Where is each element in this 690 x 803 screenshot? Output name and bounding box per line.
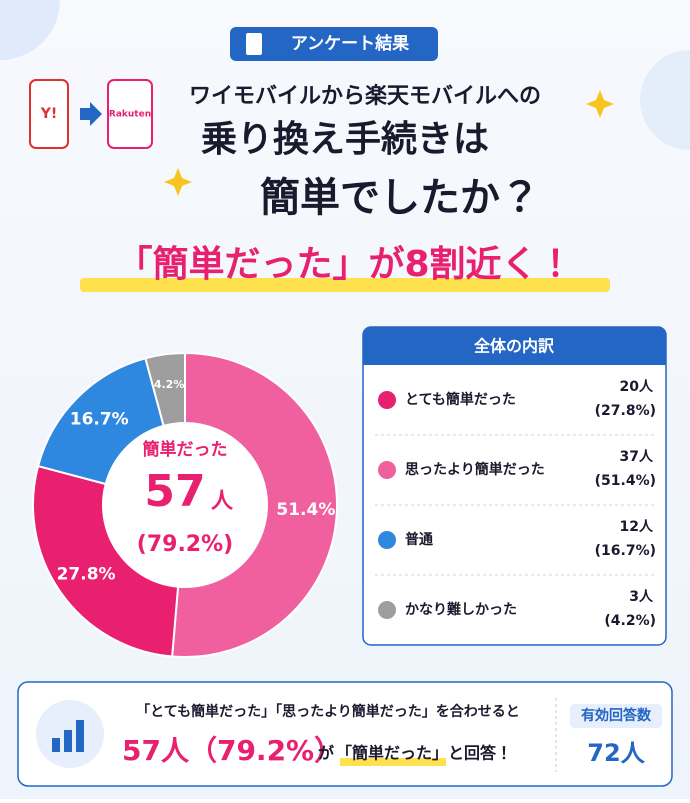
- slice-label: 4.2%: [154, 378, 185, 391]
- row-percent: (4.2%): [604, 613, 656, 629]
- row-count: 3人: [629, 589, 654, 605]
- summary-end: と回答！: [448, 744, 512, 763]
- headline: 「簡単だった」が8割近く！: [116, 244, 573, 285]
- row-count: 20人: [620, 379, 654, 395]
- legend-dot: [378, 391, 396, 409]
- summary-quote: 「簡単だった」: [336, 744, 448, 763]
- quote-highlight: [340, 758, 446, 766]
- summary-middle: が: [318, 744, 334, 763]
- badge: [230, 27, 438, 61]
- center-label: 簡単だった: [142, 439, 228, 460]
- summary-line1: 「とても簡単だった」「思ったより簡単だった」を合わせると: [136, 703, 520, 720]
- phone-from: [29, 79, 69, 149]
- summary-icon: [76, 720, 84, 752]
- respondents-label-bg: [570, 704, 662, 728]
- arrow: [80, 102, 102, 126]
- breakdown-rows: とても簡単だった 20人 (27.8%) 思ったより簡単だった 37人 (51.4%) 普通…: [375, 379, 656, 629]
- slice-label: 51.4%: [276, 500, 335, 520]
- title-line3: 簡単でしたか？: [260, 175, 540, 221]
- row-percent: (27.8%): [595, 403, 656, 419]
- center-unit: 人: [210, 489, 234, 514]
- slice-label: 27.8%: [57, 565, 116, 585]
- phone-to: [107, 79, 153, 149]
- row-count: 37人: [620, 449, 654, 465]
- row-label: 普通: [405, 531, 434, 548]
- row-percent: (51.4%): [595, 473, 656, 489]
- slice-label: 16.7%: [70, 410, 129, 430]
- highlight-bar: [80, 278, 610, 292]
- title-line2: 乗り換え手続きは: [201, 119, 489, 160]
- logo-from: Y!: [40, 106, 58, 122]
- center-percent: (79.2%): [137, 532, 233, 557]
- sparkle: [164, 168, 192, 196]
- legend-dot: [378, 601, 396, 619]
- breakdown-title: 全体の内訳: [474, 337, 555, 356]
- badge-text: アンケート結果: [291, 33, 409, 54]
- badge-icon: [246, 33, 262, 55]
- respondents: 72人: [587, 739, 645, 767]
- center-count: 57: [144, 466, 205, 517]
- sparkle: [586, 90, 614, 118]
- logo-to: Rakuten: [109, 110, 151, 120]
- row-label: 思ったより簡単だった: [405, 461, 545, 478]
- decor: [640, 50, 690, 150]
- row-percent: (16.7%): [595, 543, 656, 559]
- legend-dot: [378, 461, 396, 479]
- decor: [0, 0, 60, 60]
- row-count: 12人: [620, 519, 654, 535]
- summary-box: [17, 681, 673, 787]
- summary-highlight: 57人（79.2%）: [122, 734, 342, 767]
- row-label: とても簡単だった: [405, 391, 516, 408]
- donut-hole: [103, 423, 267, 587]
- row-label: かなり難しかった: [405, 601, 517, 618]
- respondents-label: 有効回答数: [581, 707, 652, 724]
- breakdown-header: [363, 327, 666, 365]
- legend-dot: [378, 531, 396, 549]
- donut-chart: 51.4% 27.8% 16.7% 4.2%: [32, 351, 338, 658]
- summary-icon: [52, 738, 60, 752]
- summary-icon: [64, 730, 72, 752]
- title-line1: ワイモバイルから楽天モバイルへの: [189, 83, 541, 109]
